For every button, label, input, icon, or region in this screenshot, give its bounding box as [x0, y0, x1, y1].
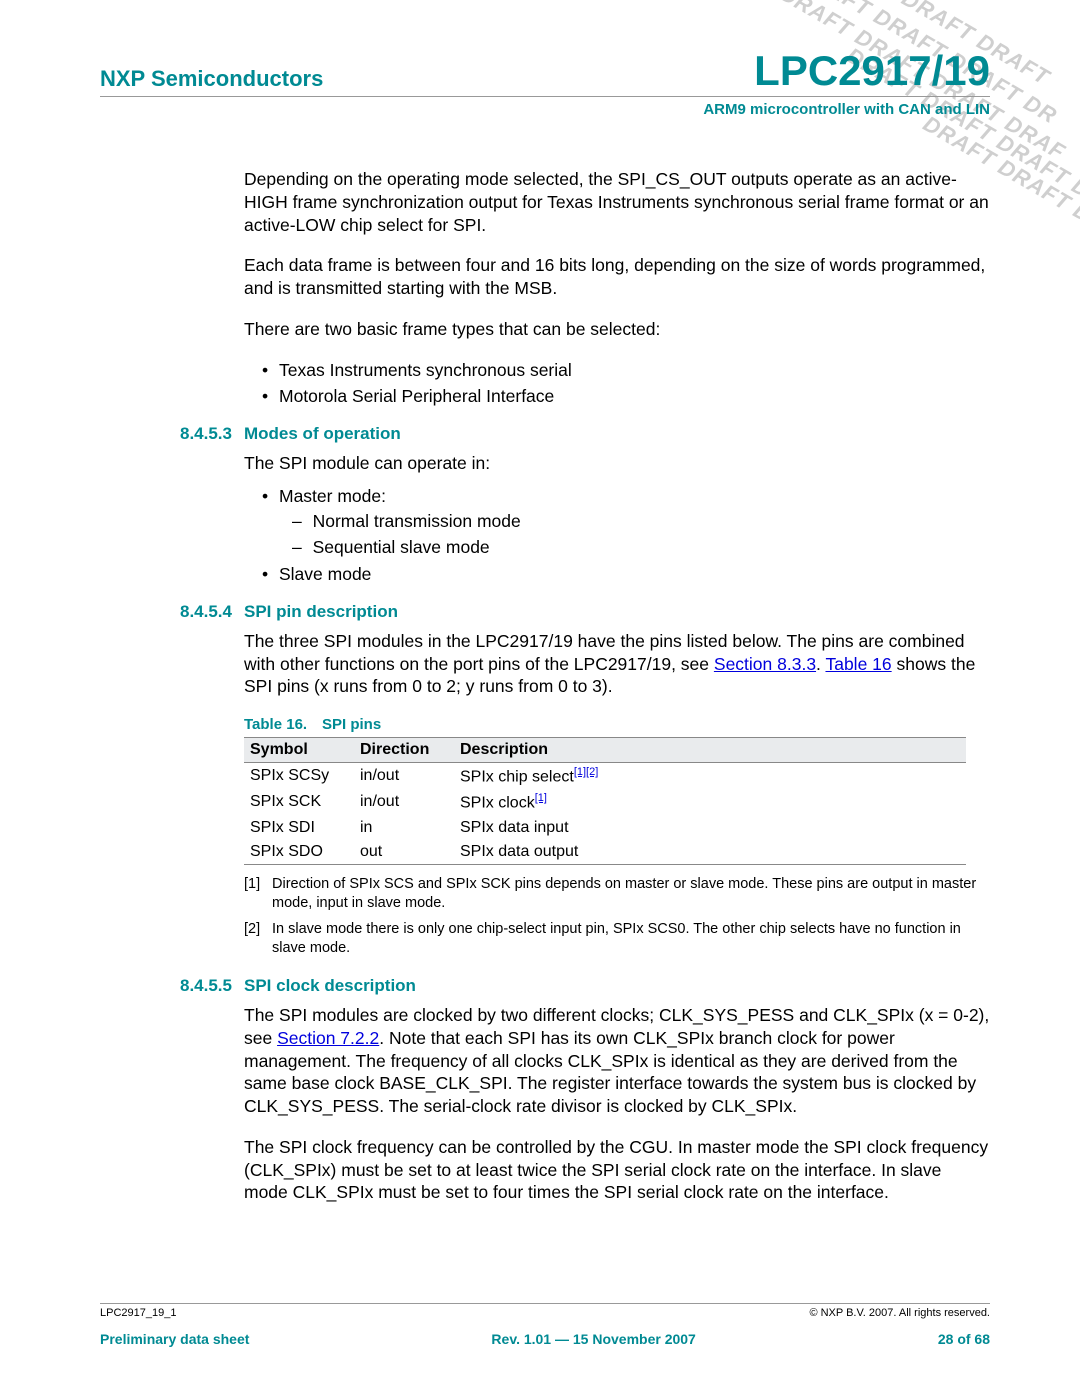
cell: SPIx SCSy [244, 763, 354, 790]
footnote-ref[interactable]: [1][2] [574, 766, 598, 778]
footer-main: Preliminary data sheet Rev. 1.01 — 15 No… [100, 1331, 990, 1347]
cell: in/out [354, 789, 454, 815]
section-link[interactable]: Section 8.3.3 [714, 654, 816, 674]
text-run: SPIx clock [460, 795, 535, 812]
paragraph: Depending on the operating mode selected… [244, 168, 990, 236]
paragraph: The SPI clock frequency can be controlle… [244, 1136, 990, 1204]
list-item: Slave mode [244, 563, 990, 586]
cell: in [354, 816, 454, 840]
cell: SPIx clock[1] [454, 789, 966, 815]
footer-right: 28 of 68 [938, 1331, 990, 1347]
list-item: Sequential slave mode [244, 536, 990, 559]
footnote-num: [1] [244, 875, 272, 913]
section-number: 8.4.5.5 [180, 976, 244, 996]
section-number: 8.4.5.4 [180, 602, 244, 622]
frame-type-list: Texas Instruments synchronous serial Mot… [244, 359, 990, 409]
footnote-text: In slave mode there is only one chip-sel… [272, 920, 990, 958]
paragraph: There are two basic frame types that can… [244, 318, 990, 341]
table-row: SPIx SCSy in/out SPIx chip select[1][2] [244, 763, 966, 790]
footer-left: Preliminary data sheet [100, 1331, 249, 1347]
section-number: 8.4.5.3 [180, 424, 244, 444]
modes-list: Master mode: [244, 485, 990, 508]
footnote-ref[interactable]: [1] [535, 792, 547, 804]
section-title: Modes of operation [244, 424, 401, 443]
list-item: Master mode: [244, 485, 990, 508]
paragraph: Each data frame is between four and 16 b… [244, 254, 990, 300]
section-title: SPI pin description [244, 602, 398, 621]
col-header: Direction [354, 738, 454, 763]
section-link[interactable]: Section 7.2.2 [277, 1028, 379, 1048]
table-header-row: Symbol Direction Description [244, 738, 966, 763]
table-number: Table 16. [244, 716, 322, 733]
table-caption: Table 16.SPI pins [244, 716, 990, 733]
cell: out [354, 840, 454, 865]
col-header: Description [454, 738, 966, 763]
body-block-2: The SPI module can operate in: Master mo… [244, 452, 990, 586]
body-block-1: Depending on the operating mode selected… [244, 168, 990, 408]
spi-pins-table: Symbol Direction Description SPIx SCSy i… [244, 737, 966, 865]
company-name: NXP Semiconductors [100, 66, 323, 92]
page-subtitle: ARM9 microcontroller with CAN and LIN [100, 101, 990, 118]
cell: SPIx SDI [244, 816, 354, 840]
table-notes: [1] Direction of SPIx SCS and SPIx SCK p… [244, 875, 990, 958]
page-header: NXP Semiconductors LPC2917/19 [100, 50, 990, 97]
footnote: [2] In slave mode there is only one chip… [244, 920, 990, 958]
cell: SPIx data input [454, 816, 966, 840]
chip-name: LPC2917/19 [754, 50, 990, 92]
footer-small: LPC2917_19_1 © NXP B.V. 2007. All rights… [100, 1303, 990, 1319]
cell: SPIx SCK [244, 789, 354, 815]
table-title: SPI pins [322, 716, 381, 733]
table-link[interactable]: Table 16 [825, 654, 891, 674]
list-item: Normal transmission mode [244, 510, 990, 533]
paragraph: The SPI modules are clocked by two diffe… [244, 1004, 990, 1118]
body-block-4: The SPI modules are clocked by two diffe… [244, 1004, 990, 1204]
cell: SPIx SDO [244, 840, 354, 865]
cell: in/out [354, 763, 454, 790]
page-content: NXP Semiconductors LPC2917/19 ARM9 micro… [0, 0, 1080, 1204]
cell: SPIx data output [454, 840, 966, 865]
table-row: SPIx SDI in SPIx data input [244, 816, 966, 840]
section-title: SPI clock description [244, 976, 416, 995]
table-row: SPIx SDO out SPIx data output [244, 840, 966, 865]
footer-center: Rev. 1.01 — 15 November 2007 [491, 1331, 695, 1347]
master-sublist: Normal transmission mode Sequential slav… [244, 510, 990, 560]
body-block-3: The three SPI modules in the LPC2917/19 … [244, 630, 990, 698]
footnote-num: [2] [244, 920, 272, 958]
section-heading: 8.4.5.3Modes of operation [180, 424, 990, 444]
list-item: Motorola Serial Peripheral Interface [244, 385, 990, 408]
section-heading: 8.4.5.4SPI pin description [180, 602, 990, 622]
footnote: [1] Direction of SPIx SCS and SPIx SCK p… [244, 875, 990, 913]
modes-list-2: Slave mode [244, 563, 990, 586]
footnote-text: Direction of SPIx SCS and SPIx SCK pins … [272, 875, 990, 913]
doc-id: LPC2917_19_1 [100, 1307, 176, 1319]
paragraph: The three SPI modules in the LPC2917/19 … [244, 630, 990, 698]
section-heading: 8.4.5.5SPI clock description [180, 976, 990, 996]
list-item: Texas Instruments synchronous serial [244, 359, 990, 382]
copyright: © NXP B.V. 2007. All rights reserved. [809, 1307, 990, 1319]
cell: SPIx chip select[1][2] [454, 763, 966, 790]
paragraph: The SPI module can operate in: [244, 452, 990, 475]
col-header: Symbol [244, 738, 354, 763]
text-run: SPIx chip select [460, 768, 574, 785]
table-row: SPIx SCK in/out SPIx clock[1] [244, 789, 966, 815]
